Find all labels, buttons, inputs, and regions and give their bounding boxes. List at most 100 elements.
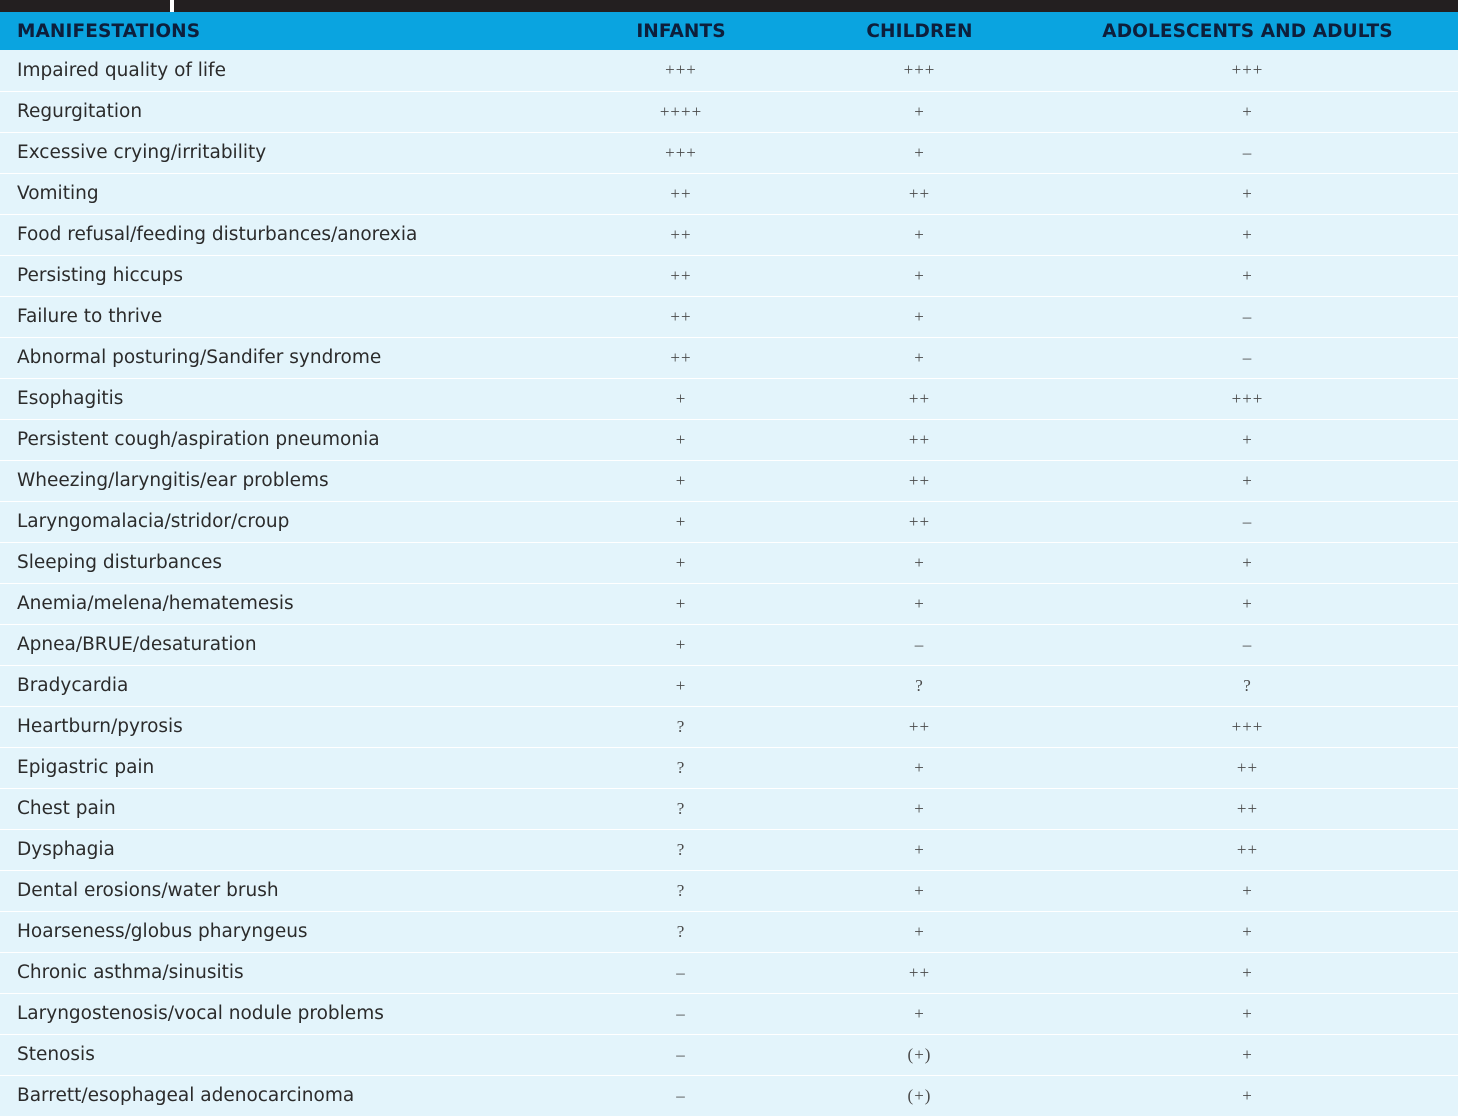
manifestation-cell: Excessive crying/irritability bbox=[17, 142, 267, 163]
infants-cell: – bbox=[676, 1044, 686, 1064]
manifestation-cell: Chest pain bbox=[17, 798, 116, 819]
adolescents-adults-cell: + bbox=[1242, 1003, 1253, 1023]
children-cell: + bbox=[914, 593, 925, 613]
children-cell: ? bbox=[915, 675, 924, 695]
table-row: Apnea/BRUE/desaturation + – – bbox=[0, 624, 1458, 665]
children-cell: ++ bbox=[908, 716, 931, 736]
table-row: Bradycardia +?? bbox=[0, 665, 1458, 706]
manifestation-cell: Apnea/BRUE/desaturation bbox=[17, 634, 257, 655]
children-cell: (+) bbox=[907, 1044, 932, 1064]
adolescents-adults-cell: + bbox=[1242, 593, 1253, 613]
children-cell: + bbox=[914, 224, 925, 244]
infants-cell: +++ bbox=[665, 60, 697, 80]
adolescents-adults-cell: + bbox=[1242, 552, 1253, 572]
infants-cell: ? bbox=[676, 880, 686, 900]
manifestation-cell: Anemia/melena/hematemesis bbox=[17, 593, 294, 614]
adolescents-adults-cell: – bbox=[1242, 511, 1253, 531]
infants-cell: – bbox=[676, 1085, 686, 1105]
table-row: Failure to thrive ++ + – bbox=[0, 296, 1458, 337]
children-cell: ++ bbox=[908, 962, 931, 982]
table-row: Laryngostenosis/vocal nodule problems – + + bbox=[0, 993, 1458, 1034]
children-cell: + bbox=[914, 880, 925, 900]
table-header: MANIFESTATIONS INFANTS CHILDREN ADOLESCE… bbox=[0, 12, 1458, 50]
children-cell: + bbox=[914, 347, 925, 367]
table-row: Abnormal posturing/Sandifer syndrome ++ + – bbox=[0, 337, 1458, 378]
table-row: Persistent cough/aspiration pneumonia + ++… bbox=[0, 419, 1458, 460]
infants-cell: ++ bbox=[670, 183, 692, 203]
infants-cell: ++ bbox=[670, 265, 692, 285]
table-row: Barrett/esophageal adenocarcinoma – (+) + bbox=[0, 1075, 1458, 1116]
table-row: Laryngomalacia/stridor/croup + ++ – bbox=[0, 501, 1458, 542]
adolescents-adults-cell: ++ bbox=[1236, 839, 1259, 859]
manifestation-cell: Epigastric pain bbox=[17, 757, 155, 778]
table-row: Chronic asthma/sinusitis – ++ + bbox=[0, 952, 1458, 993]
table-row: Sleeping disturbances + + + bbox=[0, 542, 1458, 583]
manifestation-cell: Sleeping disturbances bbox=[17, 552, 222, 573]
adolescents-adults-cell: – bbox=[1242, 634, 1253, 654]
adolescents-adults-cell: + bbox=[1242, 1085, 1253, 1105]
adolescents-adults-cell: – bbox=[1242, 142, 1253, 162]
adolescents-adults-cell: + bbox=[1242, 183, 1253, 203]
manifestation-cell: Barrett/esophageal adenocarcinoma bbox=[17, 1085, 355, 1106]
title-bar-divider bbox=[170, 0, 174, 12]
manifestation-cell: Chronic asthma/sinusitis bbox=[17, 962, 244, 983]
children-cell: + bbox=[914, 265, 925, 285]
header-row: MANIFESTATIONS INFANTS CHILDREN ADOLESCE… bbox=[0, 12, 1458, 50]
header-children: CHILDREN bbox=[866, 20, 973, 42]
children-cell: (+) bbox=[907, 1085, 932, 1105]
table-row: Dental erosions/water brush? + + bbox=[0, 870, 1458, 911]
adolescents-adults-cell: +++ bbox=[1231, 60, 1264, 80]
adolescents-adults-cell: + bbox=[1242, 429, 1253, 449]
header-adolescents-adults: ADOLESCENTS AND ADULTS bbox=[1102, 20, 1393, 42]
adolescents-adults-cell: ? bbox=[1243, 675, 1252, 695]
table-row: Dysphagia? + ++ bbox=[0, 829, 1458, 870]
table-row: Wheezing/laryngitis/ear problems + ++ + bbox=[0, 460, 1458, 501]
adolescents-adults-cell: – bbox=[1242, 347, 1253, 367]
manifestation-cell: Stenosis bbox=[17, 1044, 95, 1065]
table-row: Anemia/melena/hematemesis + + + bbox=[0, 583, 1458, 624]
manifestations-table-container: MANIFESTATIONS INFANTS CHILDREN ADOLESCE… bbox=[0, 12, 1458, 1117]
adolescents-adults-cell: – bbox=[1242, 306, 1253, 326]
children-cell: +++ bbox=[903, 60, 936, 80]
adolescents-adults-cell: +++ bbox=[1231, 388, 1264, 408]
adolescents-adults-cell: + bbox=[1242, 880, 1253, 900]
table-row: Chest pain? + ++ bbox=[0, 788, 1458, 829]
manifestation-cell: Failure to thrive bbox=[17, 306, 163, 327]
manifestations-table: MANIFESTATIONS INFANTS CHILDREN ADOLESCE… bbox=[0, 12, 1458, 1117]
manifestation-cell: Wheezing/laryngitis/ear problems bbox=[17, 470, 329, 491]
manifestation-cell: Impaired quality of life bbox=[17, 59, 226, 81]
table-row: Esophagitis + ++ +++ bbox=[0, 378, 1458, 419]
infants-cell: +++ bbox=[665, 142, 697, 162]
manifestation-cell: Vomiting bbox=[17, 183, 99, 204]
manifestation-cell: Regurgitation bbox=[17, 101, 143, 122]
table-row: Impaired quality of life +++ +++ +++ bbox=[0, 50, 1458, 91]
children-cell: ++ bbox=[908, 429, 931, 449]
children-cell: ++ bbox=[908, 511, 931, 531]
table-row: Stenosis – (+) + bbox=[0, 1034, 1458, 1075]
infants-cell: ++ bbox=[670, 347, 692, 367]
infants-cell: + bbox=[675, 388, 687, 408]
adolescents-adults-cell: + bbox=[1242, 921, 1253, 941]
children-cell: + bbox=[914, 142, 925, 162]
header-infants: INFANTS bbox=[636, 20, 726, 42]
children-cell: + bbox=[914, 1003, 925, 1023]
infants-cell: ? bbox=[676, 921, 686, 941]
children-cell: + bbox=[914, 552, 925, 572]
manifestation-cell: Persistent cough/aspiration pneumonia bbox=[17, 429, 380, 450]
adolescents-adults-cell: + bbox=[1242, 224, 1253, 244]
title-bar bbox=[0, 0, 1458, 12]
header-manifestations: MANIFESTATIONS bbox=[17, 20, 201, 42]
adolescents-adults-cell: ++ bbox=[1236, 798, 1259, 818]
table-row: Heartburn/pyrosis? ++ +++ bbox=[0, 706, 1458, 747]
table-row: Hoarseness/globus pharyngeus? + + bbox=[0, 911, 1458, 952]
infants-cell: ++++ bbox=[659, 101, 703, 121]
infants-cell: + bbox=[675, 552, 687, 572]
manifestation-cell: Hoarseness/globus pharyngeus bbox=[17, 921, 308, 942]
infants-cell: ++ bbox=[670, 224, 692, 244]
table-row: Regurgitation ++++ + + bbox=[0, 91, 1458, 132]
infants-cell: + bbox=[675, 593, 687, 613]
children-cell: – bbox=[914, 634, 925, 654]
children-cell: + bbox=[914, 798, 925, 818]
adolescents-adults-cell: + bbox=[1242, 1044, 1253, 1064]
infants-cell: ? bbox=[676, 839, 686, 859]
